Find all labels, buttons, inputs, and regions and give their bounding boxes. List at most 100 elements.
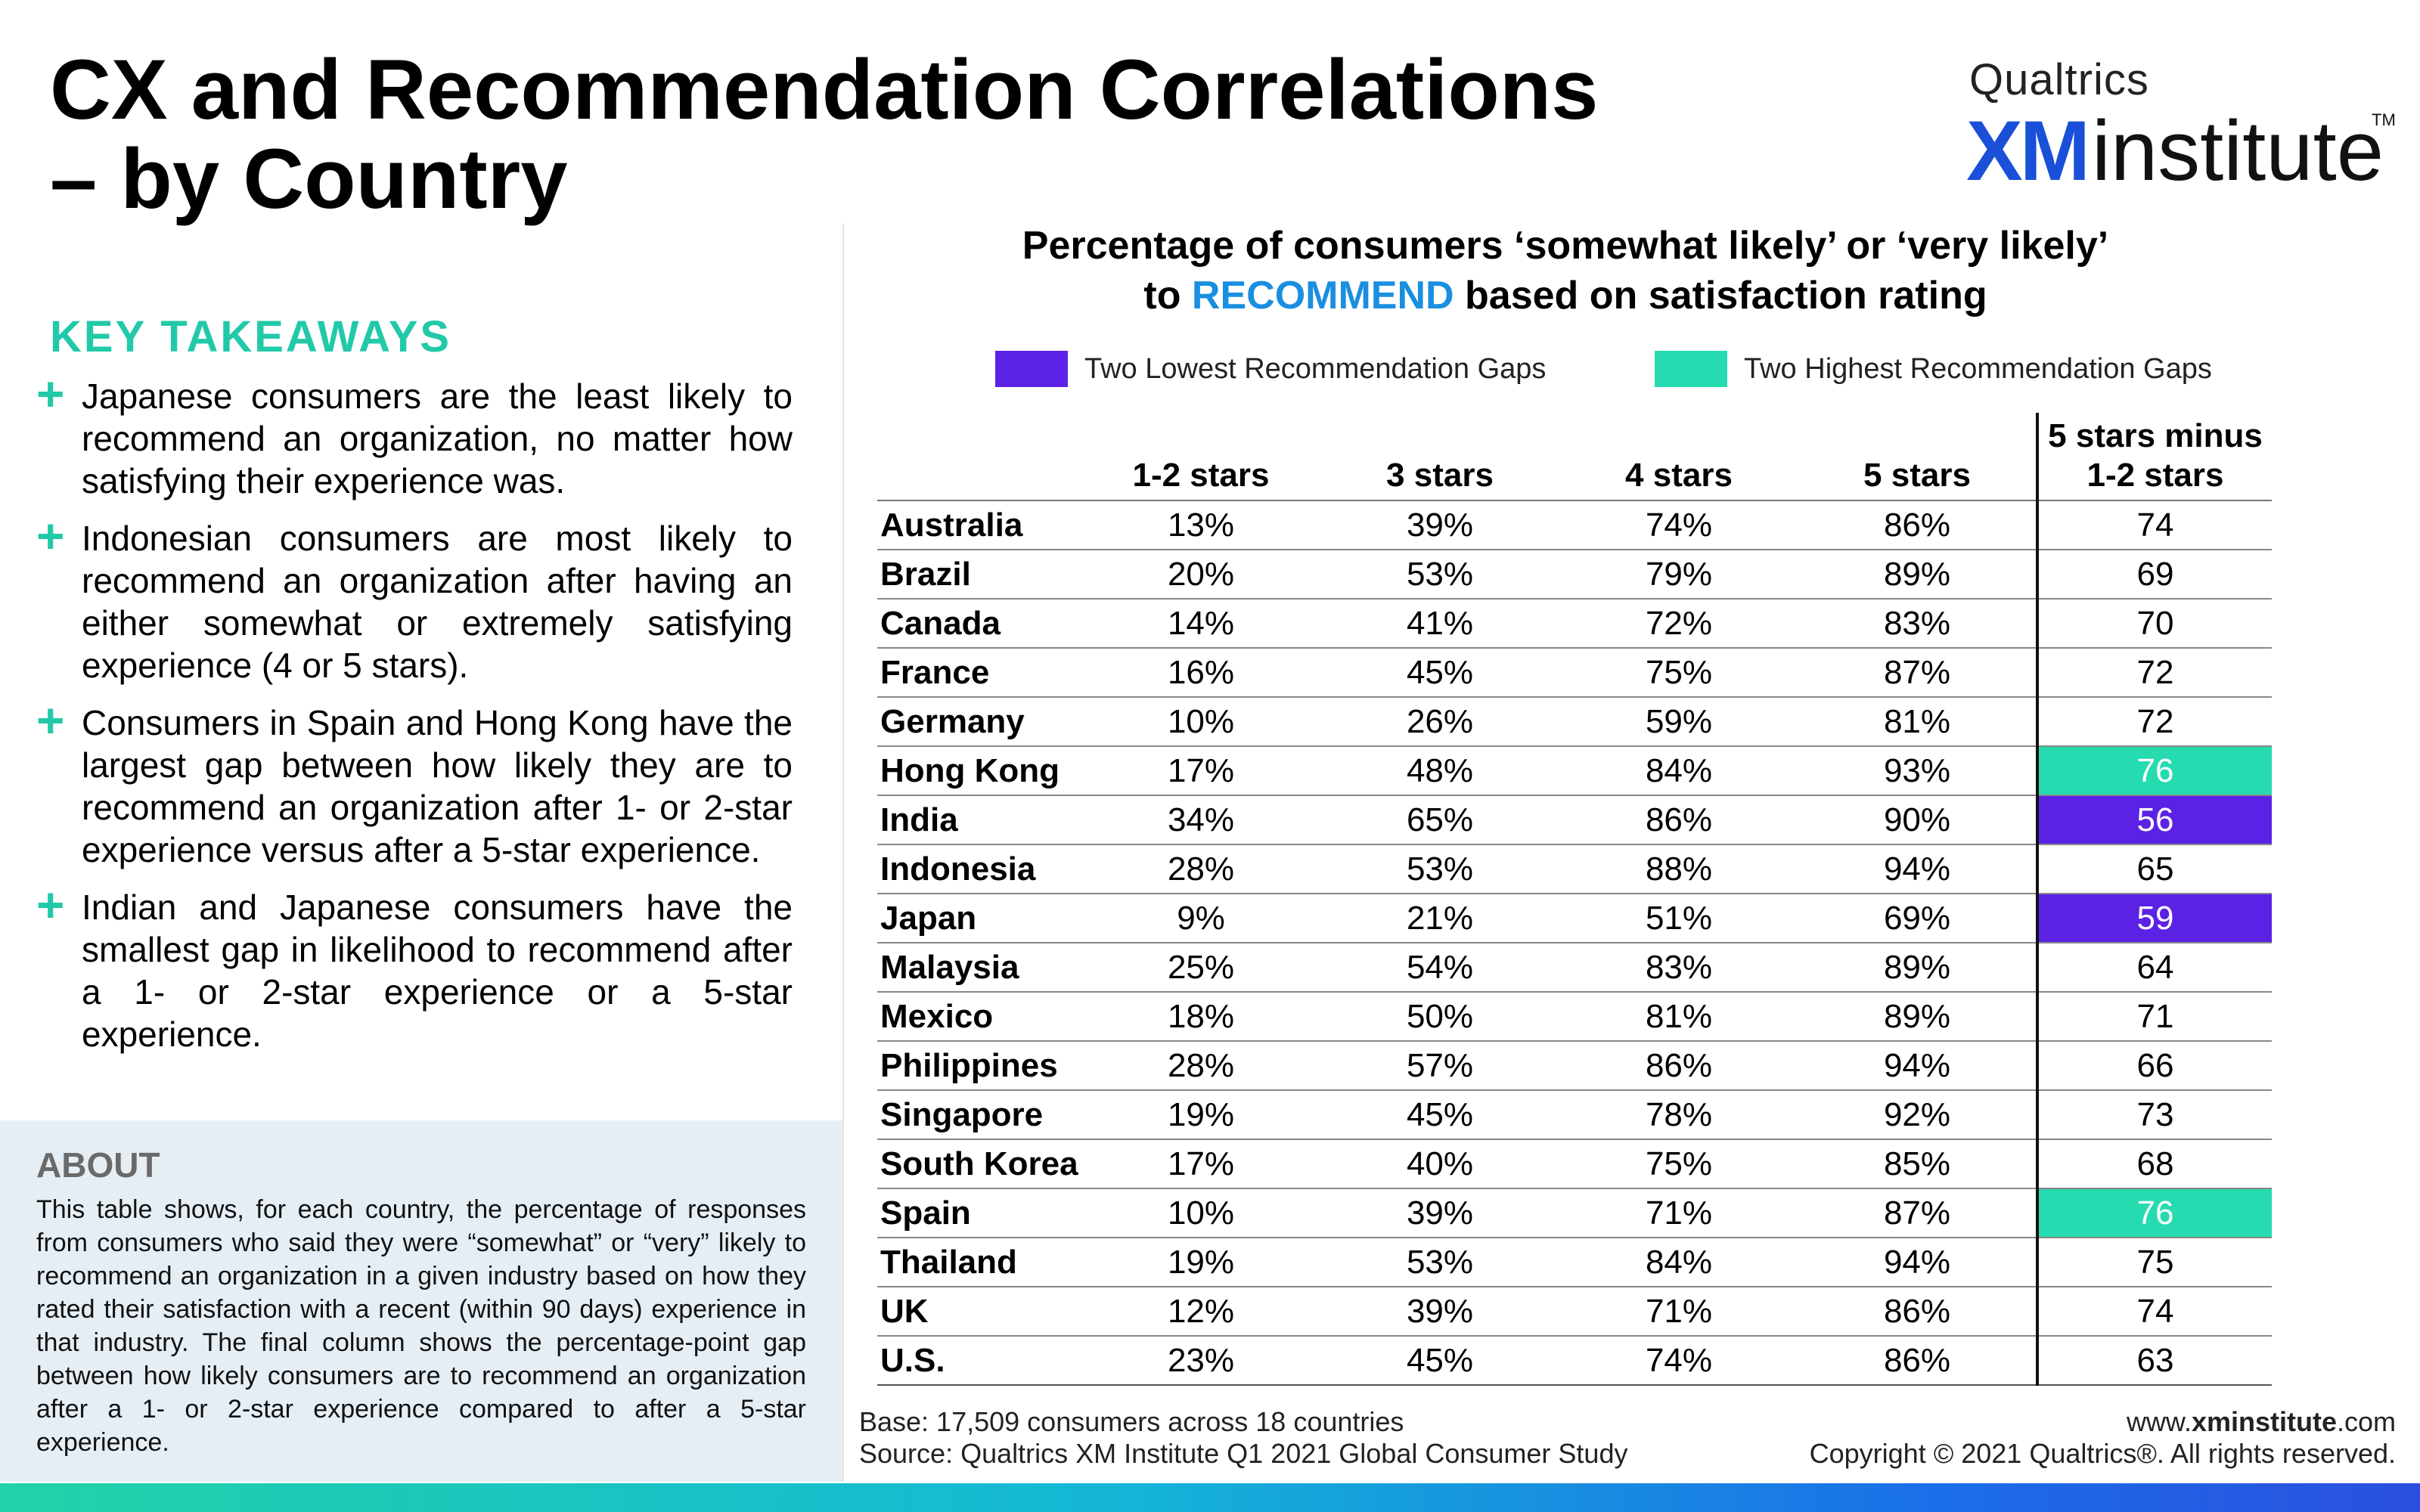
recommendation-table: 1-2 stars 3 stars 4 stars 5 stars 5 star… bbox=[877, 413, 2272, 1386]
header-1-2-stars: 1-2 stars bbox=[1081, 413, 1320, 501]
value-gap: 72 bbox=[2036, 697, 2272, 747]
value-gap: 70 bbox=[2036, 599, 2272, 649]
legend-swatch-low bbox=[995, 351, 1068, 387]
table-row: Singapore 19% 45% 78% 92% 73 bbox=[877, 1090, 2272, 1140]
value-4-stars: 75% bbox=[1559, 648, 1798, 698]
plus-icon: + bbox=[36, 509, 65, 563]
table-row: Thailand 19% 53% 84% 94% 75 bbox=[877, 1238, 2272, 1287]
takeaway-text: Consumers in Spain and Hong Kong have th… bbox=[82, 703, 793, 869]
value-5-stars: 81% bbox=[1798, 697, 2037, 747]
value-1-2-stars: 9% bbox=[1081, 894, 1320, 943]
country-cell: Brazil bbox=[877, 550, 1081, 600]
about-heading: ABOUT bbox=[36, 1145, 160, 1185]
value-1-2-stars: 28% bbox=[1081, 1041, 1320, 1091]
page-title-line-2: – by Country bbox=[50, 132, 568, 226]
value-gap: 75 bbox=[2036, 1238, 2272, 1287]
table-row: Spain 10% 39% 71% 87% 76 bbox=[877, 1188, 2272, 1238]
value-1-2-stars: 10% bbox=[1081, 697, 1320, 747]
value-1-2-stars: 13% bbox=[1081, 500, 1320, 550]
header-gap: 5 stars minus 1-2 stars bbox=[2036, 413, 2272, 501]
value-1-2-stars: 23% bbox=[1081, 1336, 1320, 1386]
table-row: Hong Kong 17% 48% 84% 93% 76 bbox=[877, 746, 2272, 796]
value-3-stars: 45% bbox=[1320, 1090, 1559, 1140]
value-3-stars: 65% bbox=[1320, 795, 1559, 845]
country-cell: South Korea bbox=[877, 1139, 1081, 1189]
header-3-stars: 3 stars bbox=[1320, 413, 1559, 501]
value-1-2-stars: 17% bbox=[1081, 1139, 1320, 1189]
value-3-stars: 41% bbox=[1320, 599, 1559, 649]
value-5-stars: 87% bbox=[1798, 648, 2037, 698]
country-cell: Hong Kong bbox=[877, 746, 1081, 796]
country-cell: U.S. bbox=[877, 1336, 1081, 1386]
country-cell: Mexico bbox=[877, 992, 1081, 1042]
value-1-2-stars: 28% bbox=[1081, 844, 1320, 894]
table-row: Japan 9% 21% 51% 69% 59 bbox=[877, 894, 2272, 943]
table-row: Canada 14% 41% 72% 83% 70 bbox=[877, 599, 2272, 649]
header-4-stars: 4 stars bbox=[1559, 413, 1798, 501]
value-gap: 59 bbox=[2036, 894, 2272, 943]
value-gap: 76 bbox=[2036, 746, 2272, 796]
country-cell: Malaysia bbox=[877, 943, 1081, 993]
table-body: Australia 13% 39% 74% 86% 74 Brazil 20% 53% 79% 89… bbox=[877, 500, 2272, 1386]
value-4-stars: 83% bbox=[1559, 943, 1798, 993]
value-3-stars: 48% bbox=[1320, 746, 1559, 796]
value-gap: 71 bbox=[2036, 992, 2272, 1042]
value-1-2-stars: 19% bbox=[1081, 1238, 1320, 1287]
key-takeaways-list: + Japanese consumers are the least likely… bbox=[36, 367, 793, 1070]
country-cell: Australia bbox=[877, 500, 1081, 550]
header-5-stars: 5 stars bbox=[1798, 413, 2037, 501]
value-4-stars: 84% bbox=[1559, 746, 1798, 796]
table-row: India 34% 65% 86% 90% 56 bbox=[877, 795, 2272, 845]
column-divider bbox=[842, 224, 844, 1482]
value-3-stars: 21% bbox=[1320, 894, 1559, 943]
table-row: South Korea 17% 40% 75% 85% 68 bbox=[877, 1139, 2272, 1189]
value-3-stars: 39% bbox=[1320, 1188, 1559, 1238]
value-4-stars: 88% bbox=[1559, 844, 1798, 894]
value-5-stars: 69% bbox=[1798, 894, 2037, 943]
value-gap: 66 bbox=[2036, 1041, 2272, 1091]
value-3-stars: 26% bbox=[1320, 697, 1559, 747]
value-1-2-stars: 16% bbox=[1081, 648, 1320, 698]
country-cell: India bbox=[877, 795, 1081, 845]
value-4-stars: 84% bbox=[1559, 1238, 1798, 1287]
value-3-stars: 40% bbox=[1320, 1139, 1559, 1189]
value-5-stars: 87% bbox=[1798, 1188, 2037, 1238]
value-3-stars: 45% bbox=[1320, 648, 1559, 698]
value-3-stars: 54% bbox=[1320, 943, 1559, 993]
value-5-stars: 83% bbox=[1798, 599, 2037, 649]
value-3-stars: 50% bbox=[1320, 992, 1559, 1042]
value-1-2-stars: 12% bbox=[1081, 1287, 1320, 1337]
value-gap: 64 bbox=[2036, 943, 2272, 993]
legend-label-low: Two Lowest Recommendation Gaps bbox=[1084, 352, 1547, 385]
table-row: Australia 13% 39% 74% 86% 74 bbox=[877, 500, 2272, 550]
page-title: CX and Recommendation Correlations – by … bbox=[50, 45, 1638, 224]
value-5-stars: 93% bbox=[1798, 746, 2037, 796]
value-5-stars: 89% bbox=[1798, 943, 2037, 993]
logo-trademark: TM bbox=[2372, 110, 2396, 129]
value-4-stars: 51% bbox=[1559, 894, 1798, 943]
qualtrics-xm-institute-logo: Qualtrics XMinstitute TM bbox=[1966, 54, 2396, 197]
value-gap: 68 bbox=[2036, 1139, 2272, 1189]
value-5-stars: 86% bbox=[1798, 1336, 2037, 1386]
value-gap: 65 bbox=[2036, 844, 2272, 894]
value-5-stars: 94% bbox=[1798, 1041, 2037, 1091]
value-5-stars: 94% bbox=[1798, 844, 2037, 894]
table-row: France 16% 45% 75% 87% 72 bbox=[877, 648, 2272, 698]
about-text: This table shows, for each country, the … bbox=[36, 1195, 806, 1457]
footer-credits: www.xminstitute.com Copyright © 2021 Qua… bbox=[1664, 1406, 2396, 1470]
legend-low: Two Lowest Recommendation Gaps bbox=[995, 349, 1546, 389]
value-gap: 63 bbox=[2036, 1336, 2272, 1386]
plus-icon: + bbox=[36, 367, 65, 421]
value-3-stars: 39% bbox=[1320, 1287, 1559, 1337]
table-row: U.S. 23% 45% 74% 86% 63 bbox=[877, 1336, 2272, 1386]
value-1-2-stars: 20% bbox=[1081, 550, 1320, 600]
footnote-base: Base: 17,509 consumers across 18 countri… bbox=[859, 1406, 1404, 1437]
logo-xm-text: XM bbox=[1966, 104, 2090, 198]
takeaway-item: + Indonesian consumers are most likely to… bbox=[36, 509, 793, 686]
value-4-stars: 81% bbox=[1559, 992, 1798, 1042]
recommend-emphasis: RECOMMEND bbox=[1191, 274, 1454, 318]
value-gap: 56 bbox=[2036, 795, 2272, 845]
website-link[interactable]: www.xminstitute.com bbox=[2126, 1406, 2396, 1437]
table-row: Germany 10% 26% 59% 81% 72 bbox=[877, 697, 2272, 747]
country-cell: Japan bbox=[877, 894, 1081, 943]
